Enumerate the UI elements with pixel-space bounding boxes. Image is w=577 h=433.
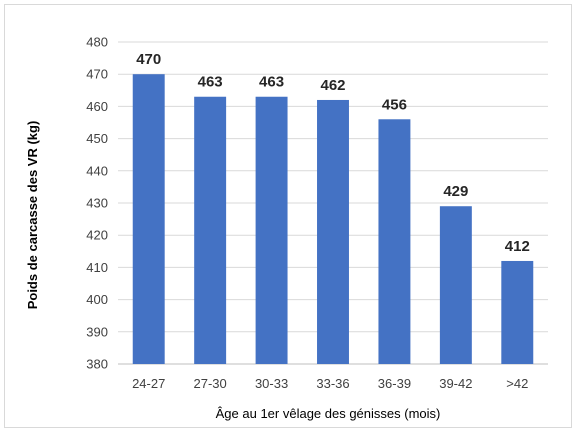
- x-tick-labels: 24-27 27-30 30-33 33-36 36-39 39-42 >42: [132, 376, 528, 391]
- x-axis-title: Âge au 1er vêlage des génisses (mois): [216, 406, 441, 421]
- y-axis-title: Poids de carcasse des VR (kg): [25, 121, 40, 310]
- y-tick-label: 460: [86, 99, 108, 114]
- data-label: 462: [320, 77, 345, 94]
- y-tick-label: 400: [86, 292, 108, 307]
- x-tick-label: 36-39: [378, 376, 411, 391]
- bar: [255, 96, 288, 365]
- data-label: 463: [198, 74, 223, 91]
- y-tick-labels: 380 390 400 410 420 430 440 450 460 470 480: [86, 35, 108, 372]
- x-tick-label: 24-27: [132, 376, 165, 391]
- data-label: 412: [505, 238, 530, 255]
- data-label: 463: [259, 74, 284, 91]
- y-tick-label: 480: [86, 35, 108, 50]
- data-label: 456: [382, 96, 407, 113]
- x-tick-label: 39-42: [439, 376, 472, 391]
- bar: [132, 74, 165, 364]
- bar: [378, 119, 411, 364]
- y-tick-label: 390: [86, 324, 108, 339]
- x-tick-label: 33-36: [316, 376, 349, 391]
- data-label: 429: [443, 183, 468, 200]
- x-tick-label: 27-30: [194, 376, 227, 391]
- y-tick-label: 430: [86, 196, 108, 211]
- y-tick-label: 450: [86, 131, 108, 146]
- x-tick-label: 30-33: [255, 376, 288, 391]
- x-tick-label: >42: [506, 376, 528, 391]
- data-label: 470: [136, 51, 161, 68]
- data-labels: 470 463 463 462 456 429 412: [136, 51, 530, 255]
- y-tick-label: 410: [86, 260, 108, 275]
- y-tick-label: 470: [86, 67, 108, 82]
- bar: [439, 206, 472, 364]
- bar: [317, 99, 349, 365]
- y-tick-label: 380: [86, 357, 108, 372]
- bar: [194, 96, 227, 365]
- bar: [501, 260, 534, 364]
- bars: [132, 74, 534, 365]
- y-tick-label: 420: [86, 228, 108, 243]
- y-tick-label: 440: [86, 163, 108, 178]
